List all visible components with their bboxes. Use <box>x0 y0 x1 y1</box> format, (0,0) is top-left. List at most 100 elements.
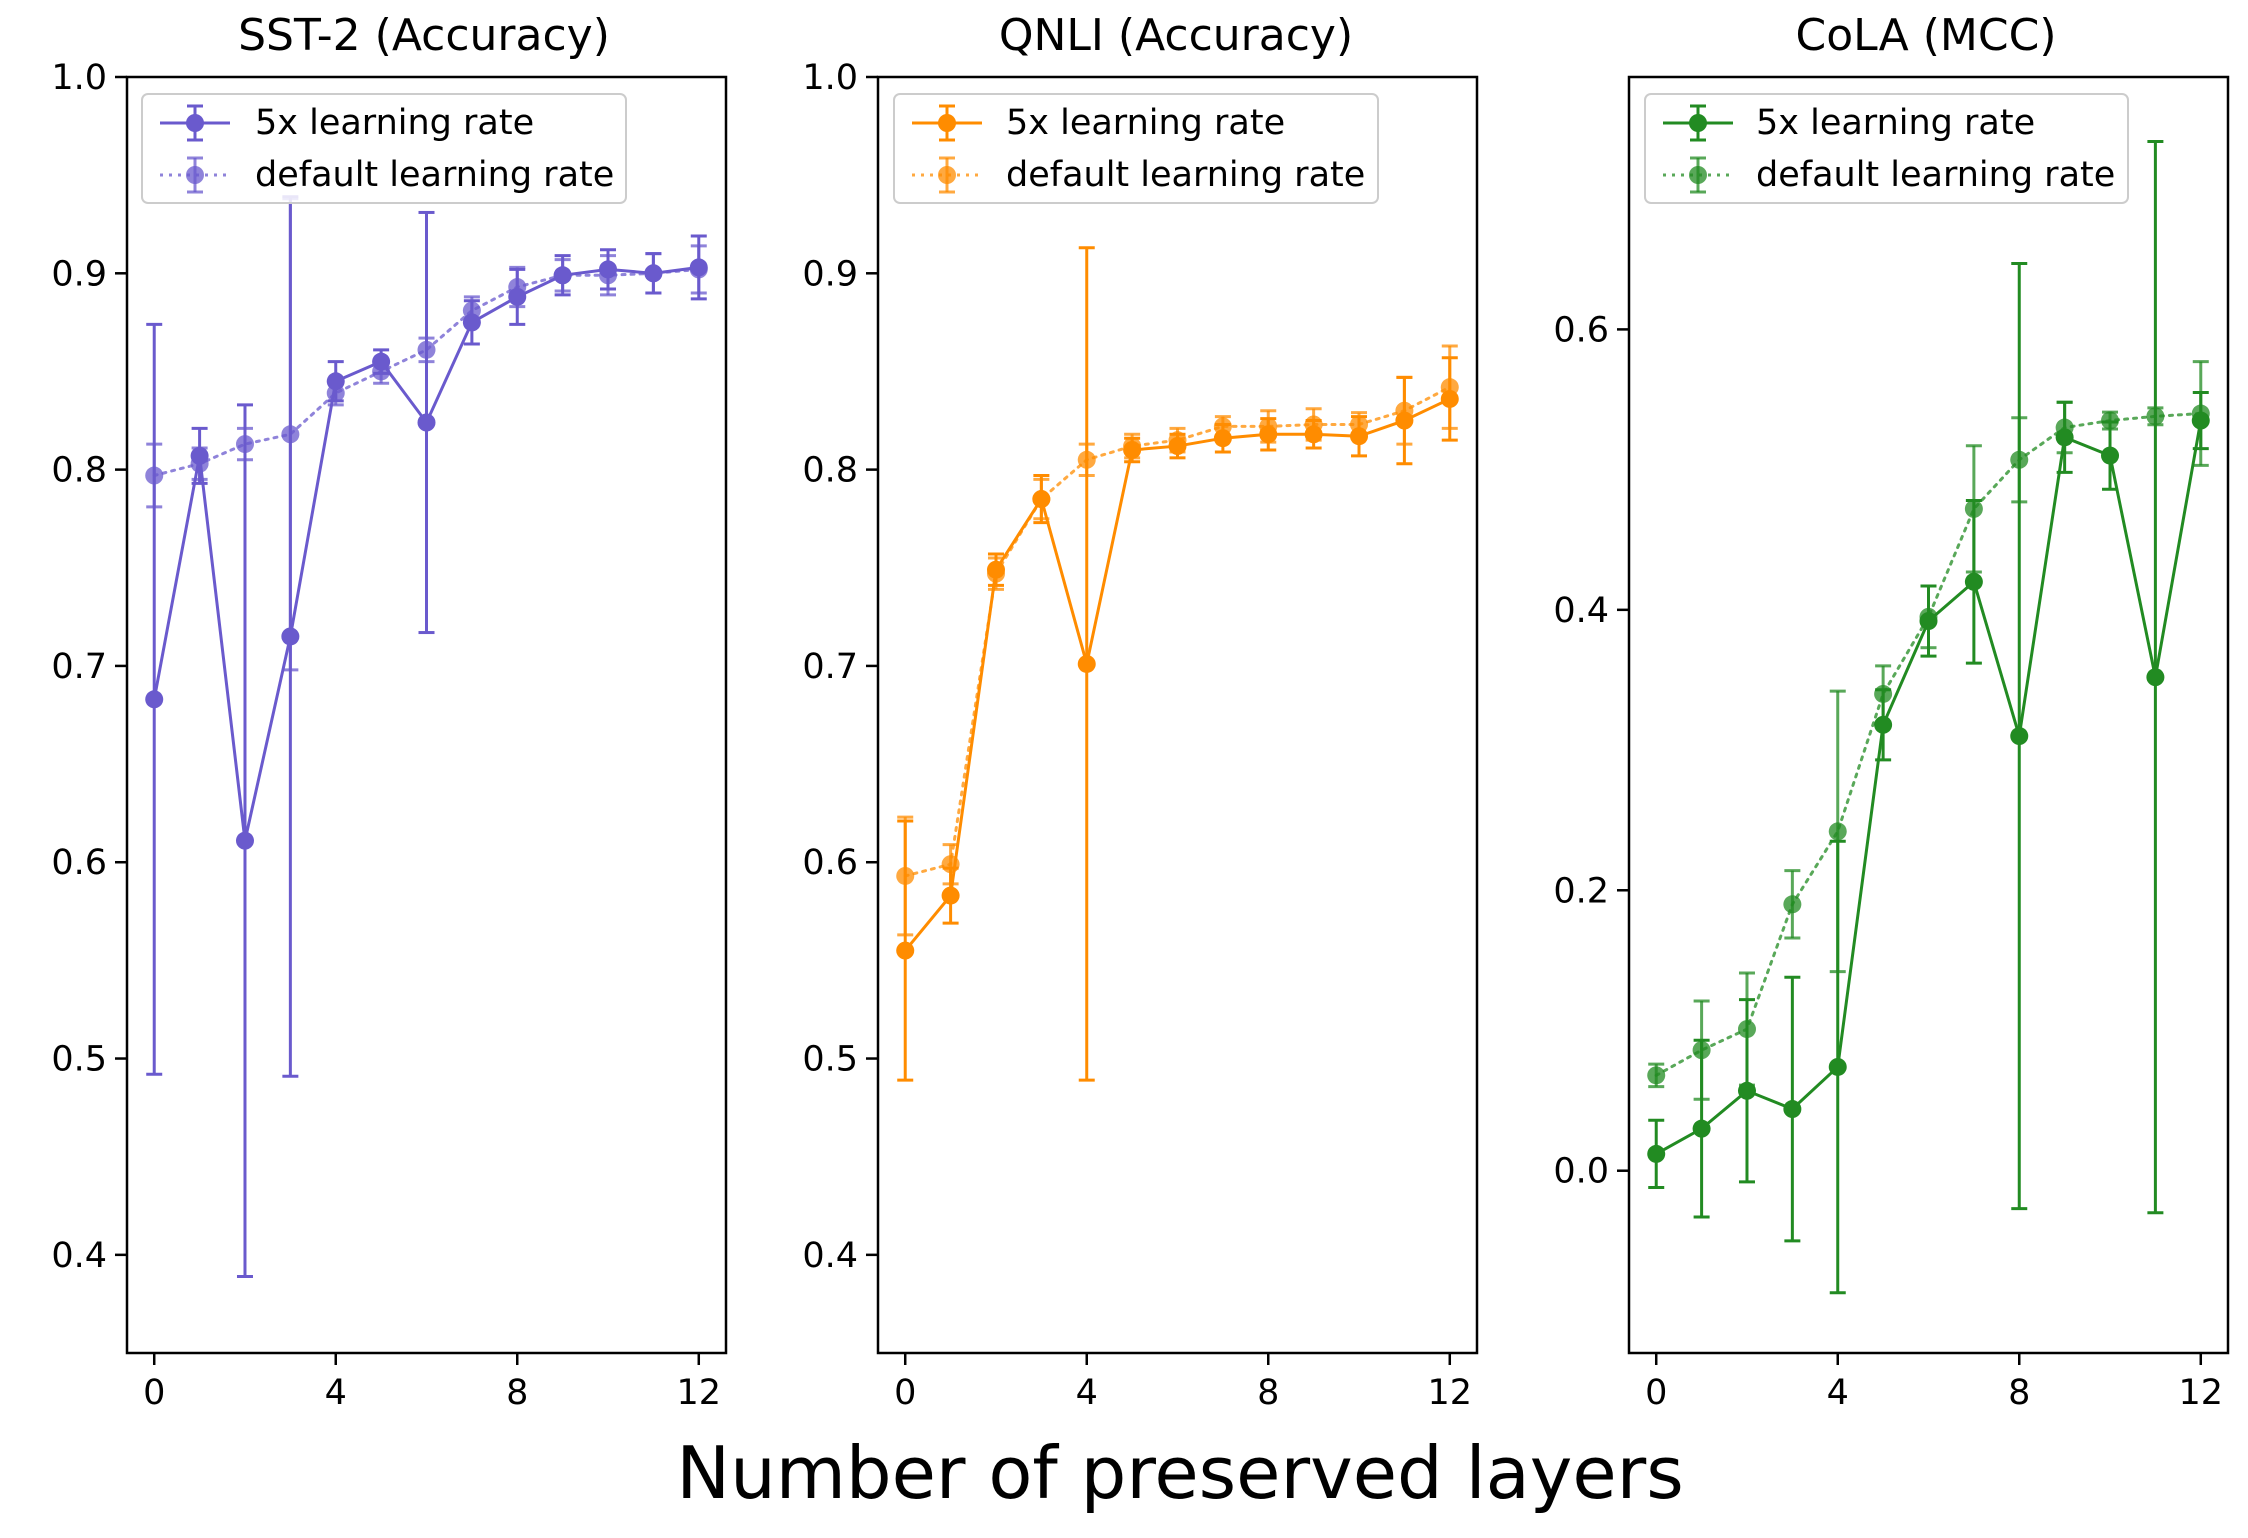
data-point <box>1032 490 1051 509</box>
x-tick-label: 0 <box>894 1373 916 1413</box>
legend-marker-sample <box>938 114 956 132</box>
data-point <box>1828 1057 1847 1076</box>
x-tick-label: 0 <box>143 1373 165 1413</box>
data-point <box>1077 654 1096 673</box>
y-tick-label: 0.5 <box>51 1040 107 1080</box>
y-tick-label: 1.0 <box>51 58 107 98</box>
data-point <box>1350 427 1369 446</box>
data-point <box>462 313 481 332</box>
data-point <box>281 627 300 646</box>
legend-entry-5x-label: 5x learning rate <box>255 103 534 143</box>
y-tick-label: 0.6 <box>51 843 107 883</box>
data-point <box>1123 440 1142 459</box>
series-5x <box>896 246 1459 1082</box>
data-point <box>1919 612 1938 631</box>
legend-box <box>1644 93 2129 204</box>
y-tick-label: 0.5 <box>802 1040 858 1080</box>
data-point <box>644 264 663 283</box>
y-tick-label: 0.7 <box>802 647 858 687</box>
panel-title-sst2: SST-2 (Accuracy) <box>238 10 610 61</box>
x-tick-label: 12 <box>2178 1373 2223 1413</box>
legend-marker-sample <box>1689 166 1707 184</box>
data-point <box>1440 389 1459 408</box>
data-point <box>145 690 164 709</box>
y-tick-label: 0.4 <box>1553 591 1609 631</box>
data-point <box>1304 425 1323 444</box>
data-point <box>1692 1119 1711 1138</box>
data-point <box>372 352 391 371</box>
data-point <box>2010 727 2029 746</box>
data-point <box>1168 437 1187 456</box>
data-point <box>1395 411 1414 430</box>
plot-frame <box>125 75 728 1355</box>
data-point <box>508 287 527 306</box>
data-point <box>986 560 1005 579</box>
data-point <box>599 260 618 279</box>
y-tick-label: 0.8 <box>51 451 107 491</box>
y-tick-label: 0.6 <box>802 843 858 883</box>
data-point <box>1259 425 1278 444</box>
data-point <box>235 831 254 850</box>
data-point <box>1647 1144 1666 1163</box>
y-tick-label: 0.9 <box>802 254 858 294</box>
x-tick-label: 4 <box>1827 1373 1849 1413</box>
legend-cola: 5x learning rate default learning rate <box>1644 93 2129 204</box>
data-point <box>1828 822 1847 841</box>
data-point <box>190 446 209 465</box>
data-point <box>1647 1066 1666 1085</box>
legend-marker-sample <box>1689 114 1707 132</box>
legend-entry-default-label: default learning rate <box>1756 155 2115 195</box>
data-point <box>941 886 960 905</box>
data-point <box>326 372 345 391</box>
x-tick-label: 12 <box>676 1373 721 1413</box>
y-tick-label: 0.7 <box>51 647 107 687</box>
plot-frame <box>1627 75 2230 1355</box>
series-5x <box>1647 140 2210 1295</box>
legend-entry-5x-label: 5x learning rate <box>1756 103 2035 143</box>
legend-sst2: 5x learning rate default learning rate <box>141 93 627 204</box>
y-tick-label: 0.9 <box>51 254 107 294</box>
data-point <box>553 266 572 285</box>
x-tick-label: 8 <box>506 1373 528 1413</box>
panel-title-cola: CoLA (MCC) <box>1796 10 2057 61</box>
data-point <box>896 941 915 960</box>
y-tick-label: 0.4 <box>802 1236 858 1276</box>
x-tick-label: 12 <box>1427 1373 1472 1413</box>
legend-qnli: 5x learning rate default learning rate <box>893 93 1379 204</box>
legend-marker-sample <box>186 114 204 132</box>
data-point <box>2055 428 2074 447</box>
x-tick-label: 0 <box>1645 1373 1667 1413</box>
legend-marker-sample <box>186 166 204 184</box>
data-point <box>2146 668 2165 687</box>
data-point <box>1783 895 1802 914</box>
panel-cola: CoLA (MCC) 0 4 8 12 0.0 0.2 0.4 0.6 5x learning… <box>1553 10 2230 1413</box>
plot-frame <box>876 75 1479 1355</box>
legend-entry-default-label: default learning rate <box>255 155 614 195</box>
data-point <box>1874 715 1893 734</box>
data-point <box>689 258 708 277</box>
y-tick-label: 0.0 <box>1553 1152 1609 1192</box>
legend-entry-default-label: default learning rate <box>1006 155 1365 195</box>
y-tick-label: 0.4 <box>51 1236 107 1276</box>
panel-qnli: QNLI (Accuracy) 0 4 8 12 0.4 0.5 0.6 0.7 0.8 0.9 1… <box>802 10 1479 1413</box>
y-tick-label: 1.0 <box>802 58 858 98</box>
y-tick-label: 0.6 <box>1553 310 1609 350</box>
data-point <box>1737 1081 1756 1100</box>
data-point <box>1783 1100 1802 1119</box>
legend-entry-5x-label: 5x learning rate <box>1006 103 1285 143</box>
data-point <box>1213 429 1232 448</box>
legend-box <box>893 93 1379 204</box>
panel-sst2: SST-2 (Accuracy) 0 4 8 12 0.4 0.5 0.6 0.7 0.8 0.9… <box>51 10 728 1413</box>
legend-marker-sample <box>938 166 956 184</box>
x-tick-label: 4 <box>325 1373 347 1413</box>
legend-box <box>141 93 627 204</box>
data-point <box>2101 446 2120 465</box>
data-point <box>1964 572 1983 591</box>
figure-xlabel: Number of preserved layers <box>676 1431 1683 1515</box>
panel-title-qnli: QNLI (Accuracy) <box>999 10 1353 61</box>
y-tick-label: 0.2 <box>1553 871 1609 911</box>
data-point <box>2191 411 2210 430</box>
x-tick-label: 4 <box>1076 1373 1098 1413</box>
data-point <box>417 413 436 432</box>
